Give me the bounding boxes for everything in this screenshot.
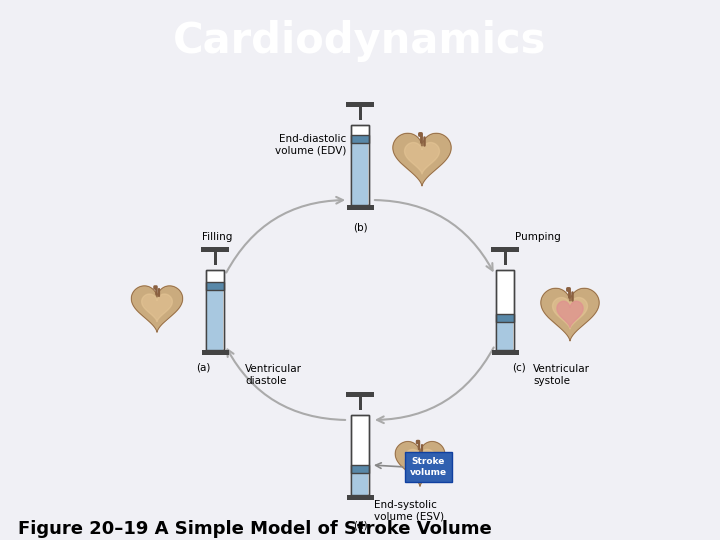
Bar [352, 139, 368, 205]
Bar [496, 314, 514, 322]
Bar [201, 247, 230, 252]
Polygon shape [541, 288, 599, 341]
Bar [503, 247, 506, 265]
Polygon shape [557, 301, 583, 328]
Bar [359, 102, 361, 120]
Polygon shape [395, 442, 445, 487]
Bar [214, 247, 217, 265]
Bar [346, 392, 374, 397]
Polygon shape [131, 286, 183, 332]
Text: End-diastolic
volume (EDV): End-diastolic volume (EDV) [274, 134, 346, 156]
Bar [496, 270, 514, 350]
Bar [351, 465, 369, 474]
Polygon shape [552, 298, 588, 329]
Polygon shape [405, 143, 439, 174]
Polygon shape [405, 449, 435, 476]
Text: (d): (d) [353, 521, 367, 531]
Bar [497, 318, 513, 350]
Polygon shape [142, 294, 172, 322]
Bar [351, 125, 369, 205]
Bar [351, 136, 369, 144]
Text: Pumping: Pumping [515, 232, 561, 242]
Text: Filling: Filling [202, 232, 232, 242]
FancyBboxPatch shape [405, 452, 451, 482]
Text: Ventricular
diastole: Ventricular diastole [245, 364, 302, 386]
Bar [496, 270, 514, 350]
Text: Ventricular
systole: Ventricular systole [533, 364, 590, 386]
Bar [351, 415, 369, 495]
Bar [346, 495, 374, 500]
Bar [206, 282, 224, 290]
Text: (b): (b) [353, 223, 367, 233]
Bar [202, 350, 228, 355]
Bar [206, 270, 224, 350]
Bar [490, 247, 519, 252]
Bar [351, 125, 369, 205]
Bar [346, 102, 374, 107]
Text: Figure 20–19 A Simple Model of Stroke Volume: Figure 20–19 A Simple Model of Stroke Vo… [18, 520, 492, 538]
Text: (c): (c) [512, 362, 526, 372]
Bar [352, 469, 368, 495]
Bar [206, 270, 224, 350]
Bar [207, 286, 223, 350]
Bar [359, 392, 361, 410]
Text: Stroke
volume: Stroke volume [410, 457, 446, 477]
Bar [346, 205, 374, 210]
Text: End-systolic
volume (ESV): End-systolic volume (ESV) [374, 500, 444, 522]
Text: (a): (a) [196, 362, 210, 372]
Bar [351, 415, 369, 495]
Polygon shape [393, 133, 451, 186]
Text: Cardiodynamics: Cardiodynamics [174, 20, 546, 62]
Bar [492, 350, 518, 355]
